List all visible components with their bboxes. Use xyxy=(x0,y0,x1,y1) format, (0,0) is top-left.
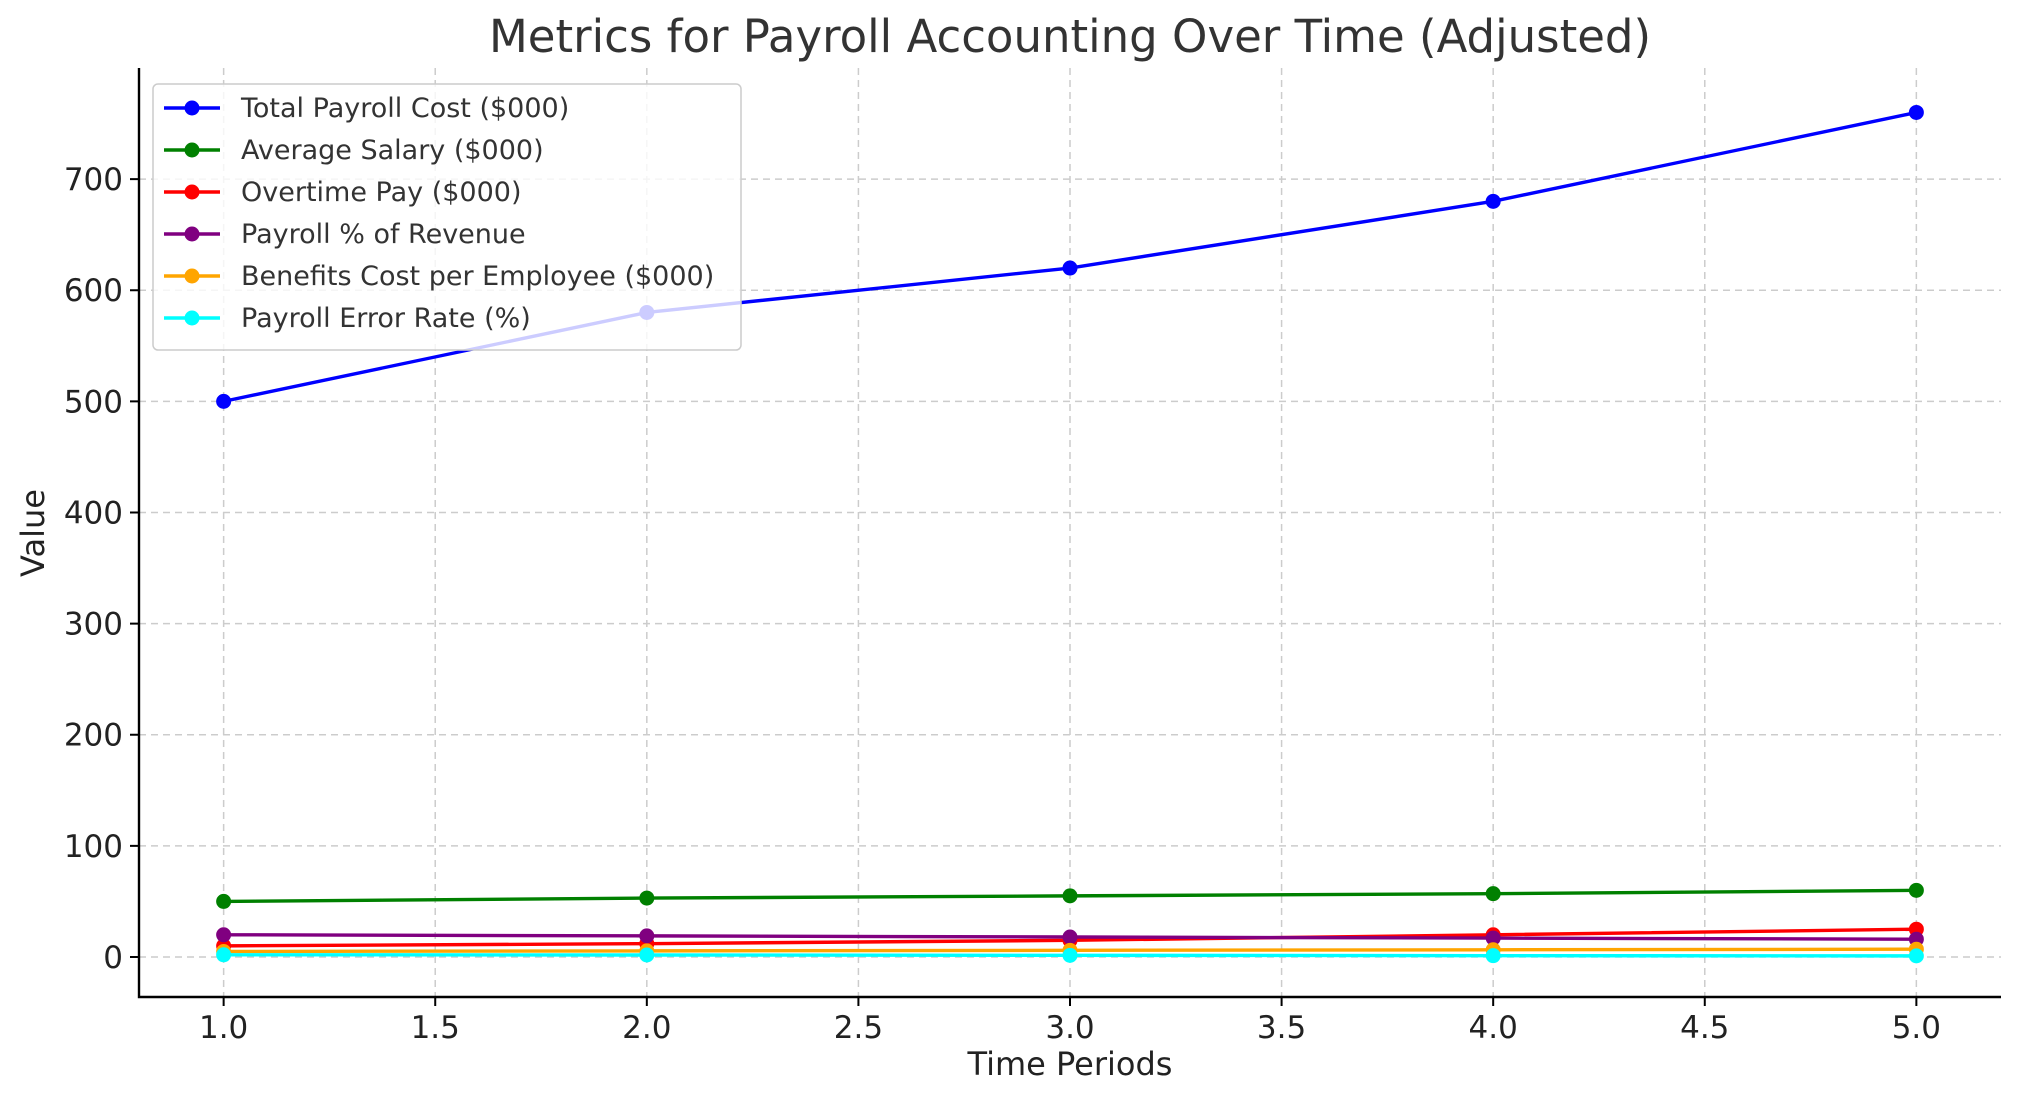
legend-item: Overtime Pay ($000) xyxy=(164,177,521,208)
legend-swatch-marker xyxy=(184,184,200,200)
data-point xyxy=(1908,948,1924,964)
series-1 xyxy=(216,882,1924,909)
data-point xyxy=(1062,947,1078,963)
data-point xyxy=(216,947,232,963)
legend-label: Benefits Cost per Employee ($000) xyxy=(241,261,714,292)
data-point xyxy=(1908,104,1924,120)
chart-title: Metrics for Payroll Accounting Over Time… xyxy=(489,10,1651,63)
legend: Total Payroll Cost ($000) Average Salary … xyxy=(152,83,742,351)
data-point xyxy=(639,890,655,906)
data-point xyxy=(1062,929,1078,945)
y-tick-label: 100 xyxy=(64,829,123,865)
legend-swatch-marker xyxy=(184,142,200,158)
legend-swatch-marker xyxy=(184,100,200,116)
y-tick-label: 200 xyxy=(64,718,123,754)
data-point xyxy=(216,893,232,909)
y-tick-label: 700 xyxy=(64,162,123,198)
data-point xyxy=(1908,882,1924,898)
legend-swatch-marker xyxy=(184,226,200,242)
legend-label: Average Salary ($000) xyxy=(241,135,544,166)
data-point xyxy=(639,928,655,944)
y-tick-label: 400 xyxy=(64,495,123,531)
legend-label: Payroll % of Revenue xyxy=(241,219,526,250)
x-tick-label: 5.0 xyxy=(1892,1010,1941,1046)
x-axis-label: Time Periods xyxy=(967,1045,1173,1083)
legend-label: Overtime Pay ($000) xyxy=(241,177,521,208)
axes xyxy=(137,68,2001,999)
legend-swatch-marker xyxy=(184,268,200,284)
x-tick-label: 3.5 xyxy=(1257,1010,1306,1046)
axis-spines xyxy=(137,68,2001,999)
legend-label: Payroll Error Rate (%) xyxy=(241,303,531,334)
data-point xyxy=(1485,193,1501,209)
data-point xyxy=(1485,948,1501,964)
x-tick-label: 4.5 xyxy=(1680,1010,1729,1046)
y-tick-label: 500 xyxy=(64,384,123,420)
legend-swatch-marker xyxy=(184,310,200,326)
x-tick-label: 4.0 xyxy=(1469,1010,1518,1046)
legend-item: Payroll Error Rate (%) xyxy=(164,303,531,334)
x-tick-label: 1.0 xyxy=(199,1010,248,1046)
legend-item: Payroll % of Revenue xyxy=(164,219,526,250)
data-point xyxy=(1485,886,1501,902)
data-point xyxy=(1062,260,1078,276)
legend-item: Average Salary ($000) xyxy=(164,135,544,166)
data-point xyxy=(639,947,655,963)
y-tick-label: 600 xyxy=(64,273,123,309)
legend-label: Total Payroll Cost ($000) xyxy=(240,93,569,124)
x-tick-label: 3.0 xyxy=(1045,1010,1094,1046)
x-tick-label: 2.5 xyxy=(834,1010,883,1046)
y-tick-label: 300 xyxy=(64,607,123,643)
data-point xyxy=(216,393,232,409)
y-axis-label: Value xyxy=(14,489,52,577)
data-point xyxy=(216,927,232,943)
x-tick-label: 2.0 xyxy=(622,1010,671,1046)
tick-labels: 1.0 1.5 2.0 2.5 3.0 3.5 4.0 4.5 5.0 0 100 200 300 400… xyxy=(64,162,1941,1046)
data-point xyxy=(1062,888,1078,904)
legend-frame xyxy=(152,83,742,351)
data-point xyxy=(1485,930,1501,946)
legend-item: Total Payroll Cost ($000) xyxy=(164,93,569,124)
x-tick-label: 1.5 xyxy=(411,1010,460,1046)
series-5 xyxy=(216,947,1924,964)
y-tick-label: 0 xyxy=(103,940,123,976)
legend-item: Benefits Cost per Employee ($000) xyxy=(164,261,714,292)
